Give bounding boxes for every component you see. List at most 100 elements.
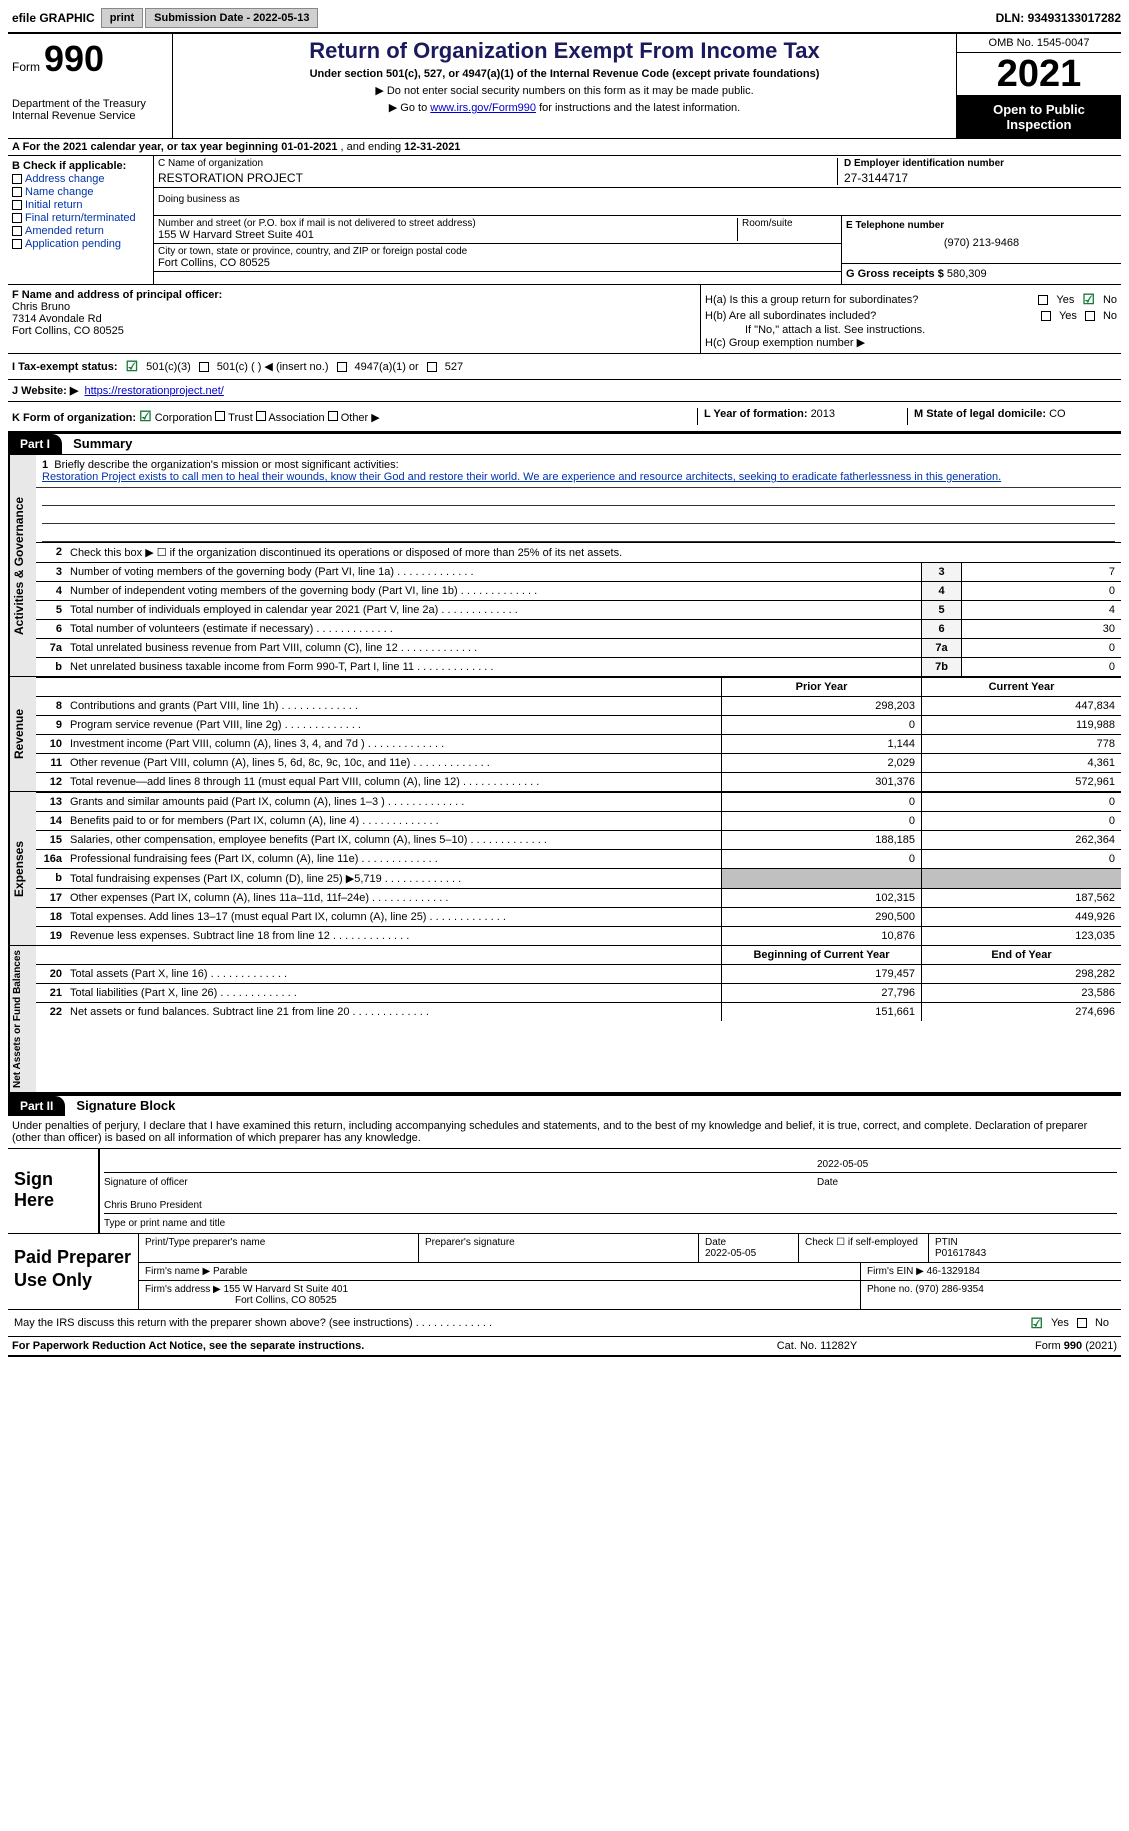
col-f-officer: F Name and address of principal officer:…	[8, 285, 701, 353]
vtab-expenses: Expenses	[8, 792, 36, 945]
vtab-revenue: Revenue	[8, 677, 36, 791]
checkbox-icon[interactable]	[215, 411, 225, 421]
city-label: City or town, state or province, country…	[158, 246, 837, 257]
summary-line: 7aTotal unrelated business revenue from …	[36, 638, 1121, 657]
self-employed-check[interactable]: Check ☐ if self-employed	[799, 1234, 929, 1262]
check-amended[interactable]: Amended return	[12, 225, 149, 237]
checkbox-icon[interactable]	[1041, 311, 1051, 321]
check-address-change[interactable]: Address change	[12, 173, 149, 185]
revenue-line: 8Contributions and grants (Part VIII, li…	[36, 696, 1121, 715]
vtab-governance: Activities & Governance	[8, 455, 36, 676]
expense-line: 14Benefits paid to or for members (Part …	[36, 811, 1121, 830]
check-mark-icon: ☑	[139, 408, 152, 424]
irs-link[interactable]: www.irs.gov/Form990	[430, 102, 536, 114]
expense-line: 19Revenue less expenses. Subtract line 1…	[36, 926, 1121, 945]
expense-line: bTotal fundraising expenses (Part IX, co…	[36, 868, 1121, 888]
checkbox-icon[interactable]	[199, 362, 209, 372]
check-name-change[interactable]: Name change	[12, 186, 149, 198]
ptin-value: P01617843	[935, 1248, 986, 1259]
expense-line: 13Grants and similar amounts paid (Part …	[36, 792, 1121, 811]
check-mark-icon: ☑	[1030, 1315, 1043, 1332]
firm-addr1: 155 W Harvard St Suite 401	[224, 1284, 349, 1295]
summary-line: 6Total number of volunteers (estimate if…	[36, 619, 1121, 638]
firm-ein: 46-1329184	[927, 1266, 980, 1277]
checkbox-icon	[12, 226, 22, 236]
checkbox-icon	[12, 239, 22, 249]
expense-line: 15Salaries, other compensation, employee…	[36, 830, 1121, 849]
checkbox-icon	[12, 213, 22, 223]
b-label: B Check if applicable:	[12, 160, 149, 172]
net-assets-header-row: Beginning of Current Year End of Year	[36, 946, 1121, 964]
room-label: Room/suite	[737, 218, 837, 241]
checkbox-icon[interactable]	[256, 411, 266, 421]
part-ii-header: Part II Signature Block	[8, 1094, 1121, 1116]
submission-date-button[interactable]: Submission Date - 2022-05-13	[145, 8, 318, 28]
summary-line: 5Total number of individuals employed in…	[36, 600, 1121, 619]
firm-addr2: Fort Collins, CO 80525	[145, 1295, 337, 1306]
summary-line: bNet unrelated business taxable income f…	[36, 657, 1121, 676]
penalty-statement: Under penalties of perjury, I declare th…	[8, 1116, 1121, 1148]
officer-name-title: Chris Bruno President	[104, 1200, 1117, 1211]
open-to-public: Open to Public Inspection	[957, 96, 1121, 138]
c-label: C Name of organization	[158, 158, 837, 169]
cat-number: Cat. No. 11282Y	[717, 1340, 917, 1352]
form-page-label: Form 990 (2021)	[917, 1340, 1117, 1352]
tax-year: 2021	[957, 53, 1121, 96]
website-link[interactable]: https://restorationproject.net/	[84, 385, 223, 397]
checkbox-icon[interactable]	[1085, 311, 1095, 321]
check-mark-icon: ☑	[1082, 291, 1095, 308]
end-year-header: End of Year	[921, 946, 1121, 964]
check-final-return[interactable]: Final return/terminated	[12, 212, 149, 224]
checkbox-icon[interactable]	[328, 411, 338, 421]
checkbox-icon[interactable]	[1038, 295, 1048, 305]
expenses-section: Expenses 13Grants and similar amounts pa…	[8, 791, 1121, 945]
officer-addr2: Fort Collins, CO 80525	[12, 325, 696, 337]
print-button[interactable]: print	[101, 8, 143, 28]
firm-phone: (970) 286-9354	[915, 1284, 983, 1295]
checkbox-icon[interactable]	[427, 362, 437, 372]
check-application-pending[interactable]: Application pending	[12, 238, 149, 250]
paid-preparer-section: Paid Preparer Use Only Print/Type prepar…	[8, 1233, 1121, 1309]
org-name: RESTORATION PROJECT	[158, 171, 837, 185]
prior-year-header: Prior Year	[721, 678, 921, 696]
row-j-website: J Website: ▶ https://restorationproject.…	[8, 379, 1121, 401]
hb-label: H(b) Are all subordinates included?	[705, 310, 1041, 322]
print-preparer-label: Print/Type preparer's name	[139, 1234, 419, 1262]
expense-line: 16aProfessional fundraising fees (Part I…	[36, 849, 1121, 868]
dba-box: Doing business as	[153, 188, 1121, 216]
section-b-through-g: B Check if applicable: Address change Na…	[8, 155, 1121, 284]
net-assets-section: Net Assets or Fund Balances Beginning of…	[8, 945, 1121, 1094]
preparer-sig-label: Preparer's signature	[419, 1234, 699, 1262]
checkbox-icon[interactable]	[1077, 1318, 1087, 1328]
ha-label: H(a) Is this a group return for subordin…	[705, 294, 1038, 306]
checkbox-icon[interactable]	[337, 362, 347, 372]
summary-line: 4Number of independent voting members of…	[36, 581, 1121, 600]
form-number: 990	[44, 38, 104, 80]
type-name-label: Type or print name and title	[104, 1218, 1117, 1229]
top-toolbar: efile GRAPHIC print Submission Date - 20…	[8, 8, 1121, 28]
city-value: Fort Collins, CO 80525	[158, 257, 837, 269]
col-h-group: H(a) Is this a group return for subordin…	[701, 285, 1121, 353]
paid-preparer-label: Paid Preparer Use Only	[8, 1234, 138, 1309]
part-i-header: Part I Summary	[8, 433, 1121, 454]
header-center: Return of Organization Exempt From Incom…	[173, 34, 956, 138]
col-b-checkboxes: B Check if applicable: Address change Na…	[8, 156, 153, 284]
activities-governance-section: Activities & Governance 1 Briefly descri…	[8, 454, 1121, 676]
blank-line	[42, 488, 1115, 506]
revenue-header-row: Prior Year Current Year	[36, 677, 1121, 696]
officer-addr1: 7314 Avondale Rd	[12, 313, 696, 325]
k-form-org: K Form of organization: ☑ Corporation Tr…	[12, 408, 697, 425]
hb-note: If "No," attach a list. See instructions…	[705, 324, 1117, 336]
revenue-line: 11Other revenue (Part VIII, column (A), …	[36, 753, 1121, 772]
form-subtitle: Under section 501(c), 527, or 4947(a)(1)…	[181, 68, 948, 80]
g-gross-receipts: G Gross receipts $ 580,309	[842, 264, 1121, 284]
form-word: Form	[12, 60, 40, 74]
e-label: E Telephone number	[846, 220, 1117, 231]
d-label: D Employer identification number	[844, 158, 1117, 169]
check-initial-return[interactable]: Initial return	[12, 199, 149, 211]
blank-line	[42, 524, 1115, 542]
address-row: Number and street (or P.O. box if mail i…	[153, 216, 1121, 284]
expense-line: 18Total expenses. Add lines 13–17 (must …	[36, 907, 1121, 926]
box-c-name: C Name of organization RESTORATION PROJE…	[153, 156, 1121, 188]
col-c-through-g: C Name of organization RESTORATION PROJE…	[153, 156, 1121, 284]
